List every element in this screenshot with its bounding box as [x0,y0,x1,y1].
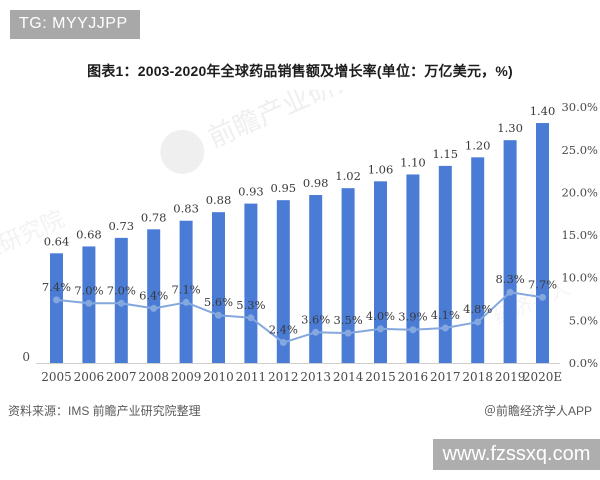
growth-point [182,298,190,306]
left-axis-tick-label: 0 [22,350,30,364]
bar-value-label: 0.98 [303,176,329,190]
right-axis-tick-label: 20.0% [561,185,598,199]
bar [179,220,193,363]
x-axis-tick-label: 2007 [106,370,137,384]
x-axis-tick-label: 2009 [171,370,202,384]
bar-value-label: 0.83 [173,202,199,216]
bar [374,181,387,363]
growth-point [215,311,222,319]
bar [341,188,355,363]
growth-value-label: 7.0% [107,283,136,297]
growth-value-label: 3.9% [398,310,427,324]
source-note: 资料来源：IMS 前瞻产业研究院整理 [8,404,201,418]
right-axis-tick-label: 15.0% [561,228,598,242]
bar-value-label: 1.06 [368,162,394,176]
growth-point [506,288,514,296]
bar [212,212,225,363]
x-axis-tick-label: 2015 [365,370,396,384]
growth-point [377,325,384,333]
bar [147,229,161,363]
growth-value-label: 4.8% [463,302,492,316]
bar [244,203,258,363]
right-axis-tick-label: 10.0% [561,271,598,285]
growth-point [117,299,125,307]
growth-point [85,299,93,307]
bar [503,140,517,363]
growth-point [474,318,482,326]
x-axis-tick-label: 2018 [462,370,493,384]
growth-value-label: 3.6% [301,312,330,326]
growth-value-label: 7.1% [171,282,200,296]
x-axis-tick-label: 2010 [203,370,234,384]
growth-line [56,291,543,344]
growth-value-label: 4.0% [366,309,395,323]
bar-value-label: 0.68 [76,227,102,241]
growth-point [53,296,60,304]
growth-value-label: 7.0% [74,283,103,297]
bar [50,253,63,363]
bar-value-label: 0.73 [108,219,134,233]
right-axis-tick-label: 30.0% [561,100,598,114]
x-axis-tick-label: 2013 [300,370,331,384]
x-axis-tick-label: 2014 [333,370,364,384]
bar [471,157,485,363]
growth-value-label: 3.5% [333,313,362,327]
x-axis-tick-label: 2006 [74,370,105,384]
bar-value-label: 1.30 [497,121,523,135]
x-axis-tick-label: 2019 [495,370,526,384]
bar-value-label: 0.88 [206,193,232,207]
bar-value-label: 1.15 [432,147,458,161]
bar-value-label: 1.20 [465,138,491,152]
credit-note: ＠前瞻经济学人APP [483,404,592,418]
growth-point [409,326,417,334]
bar-value-label: 1.40 [530,104,556,118]
watermark-group: 前瞻产业研究院 [160,90,389,174]
growth-value-label: 4.1% [431,308,460,322]
bar-value-label: 0.64 [44,234,70,248]
x-axis-tick-label: 2011 [236,370,267,384]
x-axis-tick-label: 2005 [41,370,72,384]
x-axis-tick-label: 2017 [430,370,461,384]
right-axis-tick-label: 0.0% [569,356,598,370]
growth-point [441,324,449,332]
bar [536,123,549,363]
growth-value-label: 7.4% [42,280,71,294]
growth-value-label: 5.3% [236,298,265,312]
growth-point [539,293,546,301]
x-axis-tick-label: 2012 [268,370,299,384]
growth-point [150,304,158,312]
bar [276,200,290,363]
bar-value-label: 0.78 [141,210,167,224]
growth-point [279,339,287,347]
growth-point [312,328,320,336]
x-axis-tick-label: 2008 [138,370,169,384]
right-axis-tick-label: 25.0% [561,143,598,157]
x-axis-tick-label: 2016 [398,370,429,384]
x-axis-tick-label: 2020E [523,370,562,384]
growth-point [247,314,255,322]
bar-value-label: 1.02 [335,169,361,183]
growth-value-label: 7.7% [528,277,557,291]
right-axis-tick-label: 5.0% [569,313,598,327]
chart-svg: 前瞻产业研究院业研究院经济学人030.0%25.0%20.0%15.0%10.0… [0,90,598,384]
watermark-text: 前瞻产业研究院 [204,90,389,154]
growth-value-label: 6.4% [139,288,168,302]
watermark-url-badge: www.fzssxq.com [433,439,600,470]
bar [309,195,323,363]
chart-title: 图表1：2003-2020年全球药品销售额及增长率(单位：万亿美元，%) [87,63,513,79]
bar [406,174,420,363]
bar [438,165,452,363]
bar-value-label: 0.93 [238,185,264,199]
growth-point [344,329,352,337]
bar-value-label: 0.95 [270,181,296,195]
watermark-logo [160,129,205,174]
growth-value-label: 8.3% [495,272,524,286]
bar-value-label: 1.10 [400,155,426,169]
growth-value-label: 5.6% [204,295,233,309]
telegram-handle-badge: TG: MYYJJPP [10,10,140,39]
growth-value-label: 2.4% [269,323,298,337]
